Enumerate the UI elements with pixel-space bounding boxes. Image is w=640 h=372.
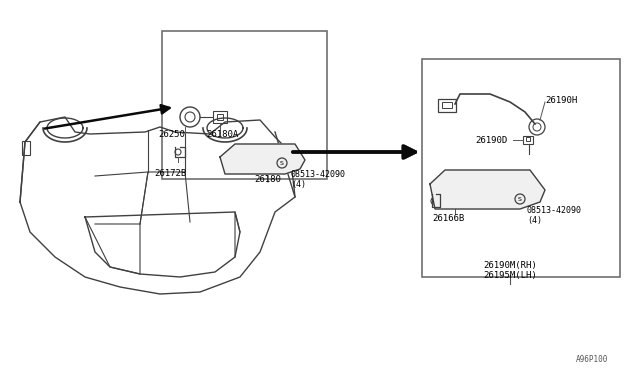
Text: 26250: 26250 xyxy=(159,130,186,139)
Text: 08513-42090
(4): 08513-42090 (4) xyxy=(527,206,582,225)
Bar xyxy=(526,137,530,141)
Bar xyxy=(523,136,533,144)
Bar xyxy=(422,59,620,277)
Text: 26180: 26180 xyxy=(255,175,282,184)
Text: 26190H: 26190H xyxy=(545,96,577,105)
Text: S: S xyxy=(518,196,522,202)
Text: A96P100: A96P100 xyxy=(575,355,608,364)
Bar xyxy=(217,114,223,120)
Text: 26166B: 26166B xyxy=(432,214,464,223)
Bar xyxy=(255,149,271,157)
Polygon shape xyxy=(220,144,305,174)
Text: 26190M(RH)
26195M(LH): 26190M(RH) 26195M(LH) xyxy=(483,261,537,280)
Text: 26180A: 26180A xyxy=(206,130,238,139)
Bar xyxy=(213,111,227,123)
Bar xyxy=(22,141,30,155)
Polygon shape xyxy=(430,170,545,209)
Text: 26190D: 26190D xyxy=(475,135,508,144)
Bar xyxy=(438,99,456,112)
Text: S: S xyxy=(280,160,284,166)
Text: 26172B: 26172B xyxy=(154,169,186,178)
Bar xyxy=(442,102,452,108)
Bar xyxy=(162,31,327,179)
Text: 08513-42090
(4): 08513-42090 (4) xyxy=(291,170,346,189)
